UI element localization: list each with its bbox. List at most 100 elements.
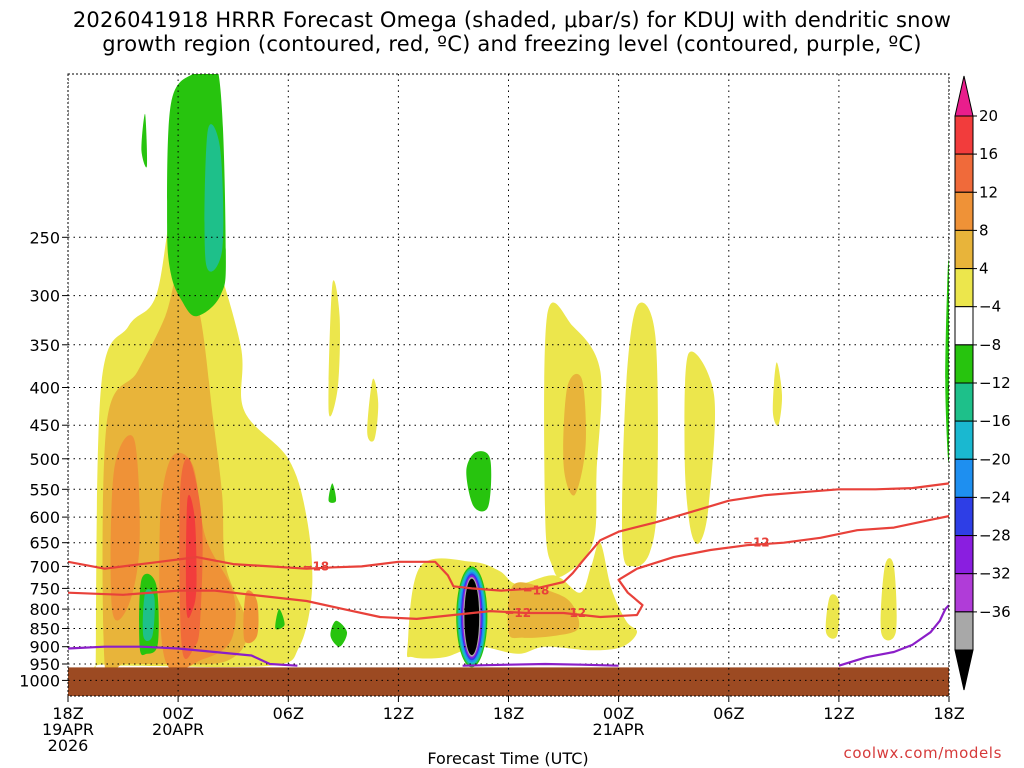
colorbar-label-3: 8: [979, 221, 989, 239]
omega-region-c: [110, 435, 140, 621]
colorbar-label-1: 16: [979, 145, 998, 163]
colorbar-label-5: −4: [979, 298, 1001, 316]
colorbar-segment-13: [954, 611, 974, 651]
colorbar-bottom-arrow: [954, 649, 974, 691]
colorbar-label-11: −28: [979, 527, 1011, 545]
x-tick-label-0-2: 2026: [48, 736, 89, 755]
colorbar-label-8: −16: [979, 412, 1011, 430]
y-tick-label-600: 600: [29, 508, 60, 527]
colorbar-segment-5: [954, 306, 974, 346]
x-tick-label-42-0: 12Z: [823, 704, 854, 723]
colorbar-top-arrow: [954, 75, 974, 117]
y-tick-label-350: 350: [29, 336, 60, 355]
freezing-level-contour-2: [838, 604, 949, 667]
colorbar-label-12: −32: [979, 565, 1011, 583]
colorbar: 20 16 12 8 4 −4 −8 −12 −16 −20 −24 −28 −32 −36: [954, 75, 1011, 691]
colorbar-segment-10: [954, 496, 974, 536]
y-tick-label-700: 700: [29, 557, 60, 576]
colorbar-segment-11: [954, 535, 974, 575]
x-tick-label-12-0: 06Z: [273, 704, 304, 723]
ground-terrain: [68, 667, 949, 696]
credit-text: coolwx.com/models: [843, 744, 1002, 762]
dgz-contour-1: [68, 515, 949, 620]
y-tick-label-500: 500: [29, 450, 60, 469]
colorbar-segment-0: [954, 115, 974, 155]
colorbar-label-7: −12: [979, 374, 1011, 392]
omega-region-g: [243, 590, 259, 644]
omega-region-m: [684, 351, 716, 544]
y-tick-label-250: 250: [29, 228, 60, 247]
omega-negative-region-aa: [945, 259, 949, 463]
omega-negative-region-z: [275, 609, 285, 630]
colorbar-segment-7: [954, 382, 974, 422]
omega-negative-region-x: [466, 451, 492, 512]
dgz-contour-label-4: −12: [559, 606, 586, 620]
omega-region-r: [772, 362, 783, 426]
colorbar-segment-4: [954, 268, 974, 308]
y-tick-label-650: 650: [29, 534, 60, 553]
omega-region-h: [328, 280, 340, 417]
colorbar-segment-12: [954, 573, 974, 613]
x-tick-label-48-0: 18Z: [933, 704, 964, 723]
omega-region-f: [185, 494, 197, 619]
y-tick-label-450: 450: [29, 416, 60, 435]
y-tick-label-750: 750: [29, 579, 60, 598]
colorbar-label-13: −36: [979, 603, 1011, 621]
x-tick-label-6-1: 20APR: [152, 720, 204, 739]
omega-region-n: [507, 582, 580, 639]
colorbar-label-9: −20: [979, 450, 1011, 468]
x-tick-label-6-0: 00Z: [162, 704, 193, 723]
y-tick-label-400: 400: [29, 379, 60, 398]
x-tick-label-30-0: 00Z: [603, 704, 634, 723]
colorbar-label-10: −24: [979, 488, 1011, 506]
omega-region-q: [880, 558, 897, 641]
freezing-level-contour-0: [68, 645, 298, 667]
omega-core-level-36: [464, 578, 480, 656]
dgz-contour-0: [68, 482, 949, 592]
dgz-contour-label-2: −12: [743, 536, 770, 550]
dgz-contour-label-3: −12: [504, 606, 531, 620]
x-tick-label-0-0: 18Z: [52, 704, 83, 723]
y-tick-label-800: 800: [29, 600, 60, 619]
plot-area: −18 −18 −12 −12 −12: [68, 74, 949, 696]
colorbar-segment-8: [954, 420, 974, 460]
omega-region-i: [367, 378, 379, 442]
colorbar-label-6: −8: [979, 336, 1001, 354]
grid-lines: [68, 74, 949, 696]
y-tick-label-900: 900: [29, 638, 60, 657]
y-tick-label-1000: 1000: [19, 671, 60, 690]
x-tick-label-18-0: 12Z: [383, 704, 414, 723]
chart-title: 2026041918 HRRR Forecast Omega (shaded, …: [0, 8, 1024, 56]
x-tick-label-30-1: 21APR: [593, 720, 645, 739]
omega-region-l: [621, 302, 658, 567]
x-tick-label-36-0: 06Z: [713, 704, 744, 723]
chart-title-line-2: growth region (contoured, red, ºC) and f…: [102, 32, 922, 56]
colorbar-segment-3: [954, 229, 974, 269]
y-axis-ticks: 2503003504004505005506006507007508008509…: [19, 228, 68, 690]
ground: [68, 667, 949, 696]
colorbar-label-0: 20: [979, 107, 998, 125]
dgz-contour-label-1: −18: [523, 584, 550, 598]
y-tick-label-850: 850: [29, 620, 60, 639]
omega-shading: [92, 74, 949, 696]
dgz-contour-label-0: −18: [302, 559, 329, 573]
y-tick-label-950: 950: [29, 655, 60, 674]
contours: −18 −18 −12 −12 −12: [68, 482, 949, 667]
colorbar-segment-9: [954, 458, 974, 498]
colorbar-segment-2: [954, 191, 974, 231]
freezing-level-contour-1: [462, 662, 619, 667]
colorbar-segment-6: [954, 344, 974, 384]
x-tick-label-24-0: 18Z: [493, 704, 524, 723]
omega-region-o: [563, 373, 586, 496]
colorbar-label-4: 4: [979, 260, 989, 278]
plot-frame: [67, 73, 950, 697]
omega-negative-region-u: [141, 113, 148, 168]
x-tick-label-0-1: 19APR: [42, 720, 94, 739]
colorbar-segment-1: [954, 153, 974, 193]
chart-title-line-1: 2026041918 HRRR Forecast Omega (shaded, …: [72, 8, 952, 32]
omega-negative-region-t: [204, 124, 224, 272]
omega-negative-region-bb: [328, 483, 337, 503]
y-tick-label-550: 550: [29, 480, 60, 499]
